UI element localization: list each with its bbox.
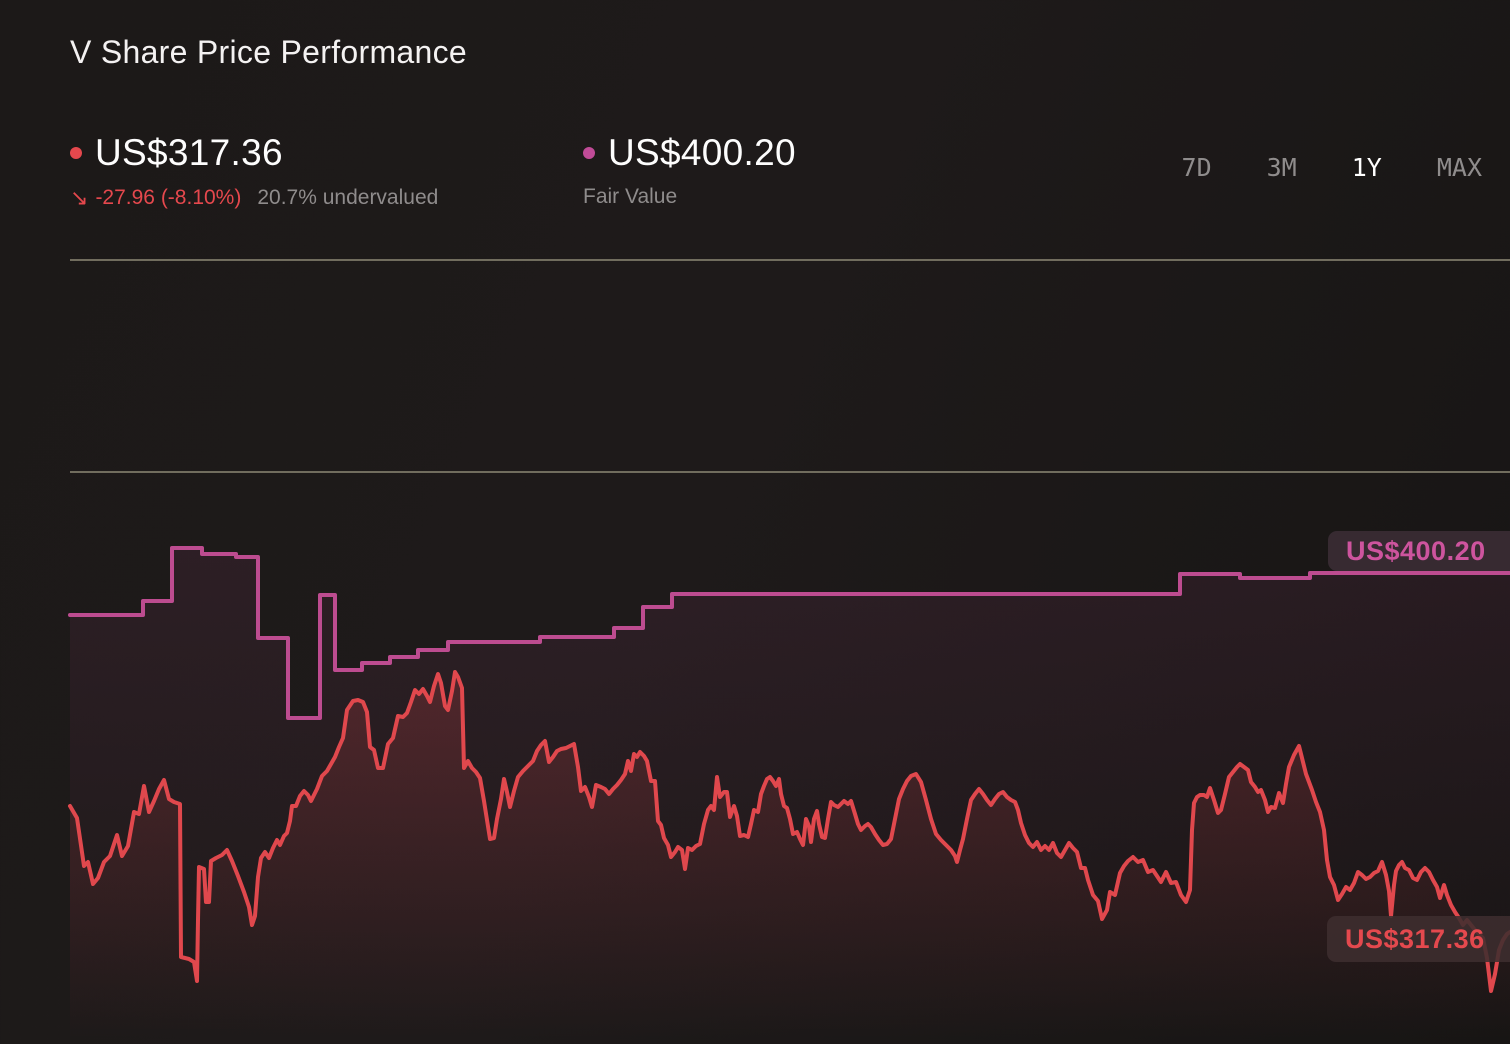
fair-value-chart-label: US$400.20 xyxy=(1328,531,1510,571)
down-right-arrow-icon: ↘ xyxy=(70,185,89,210)
share-price-dot-icon xyxy=(70,147,82,159)
page-title: V Share Price Performance xyxy=(70,34,467,70)
fair-value-label: Fair Value xyxy=(583,185,678,208)
current-price-value: US$317.36 xyxy=(95,132,283,173)
fair-value-stat: US$400.20 Fair Value xyxy=(583,132,796,209)
current-price-stat: US$317.36 ↘ -27.96 (-8.10%) 20.7% underv… xyxy=(70,132,438,211)
range-option-1y[interactable]: 1Y xyxy=(1351,153,1382,182)
range-selector: 7D 3M 1Y MAX xyxy=(1182,153,1482,182)
undervalued-text: 20.7% undervalued xyxy=(257,186,439,209)
fair-value-value: US$400.20 xyxy=(608,132,796,173)
range-option-7d[interactable]: 7D xyxy=(1181,153,1212,182)
range-option-max[interactable]: MAX xyxy=(1436,153,1482,182)
price-change-text: -27.96 (-8.10%) xyxy=(95,186,242,209)
share-price-chart-label: US$317.36 xyxy=(1327,916,1510,962)
fair-value-dot-icon xyxy=(583,147,595,159)
range-option-3m[interactable]: 3M xyxy=(1266,153,1297,182)
